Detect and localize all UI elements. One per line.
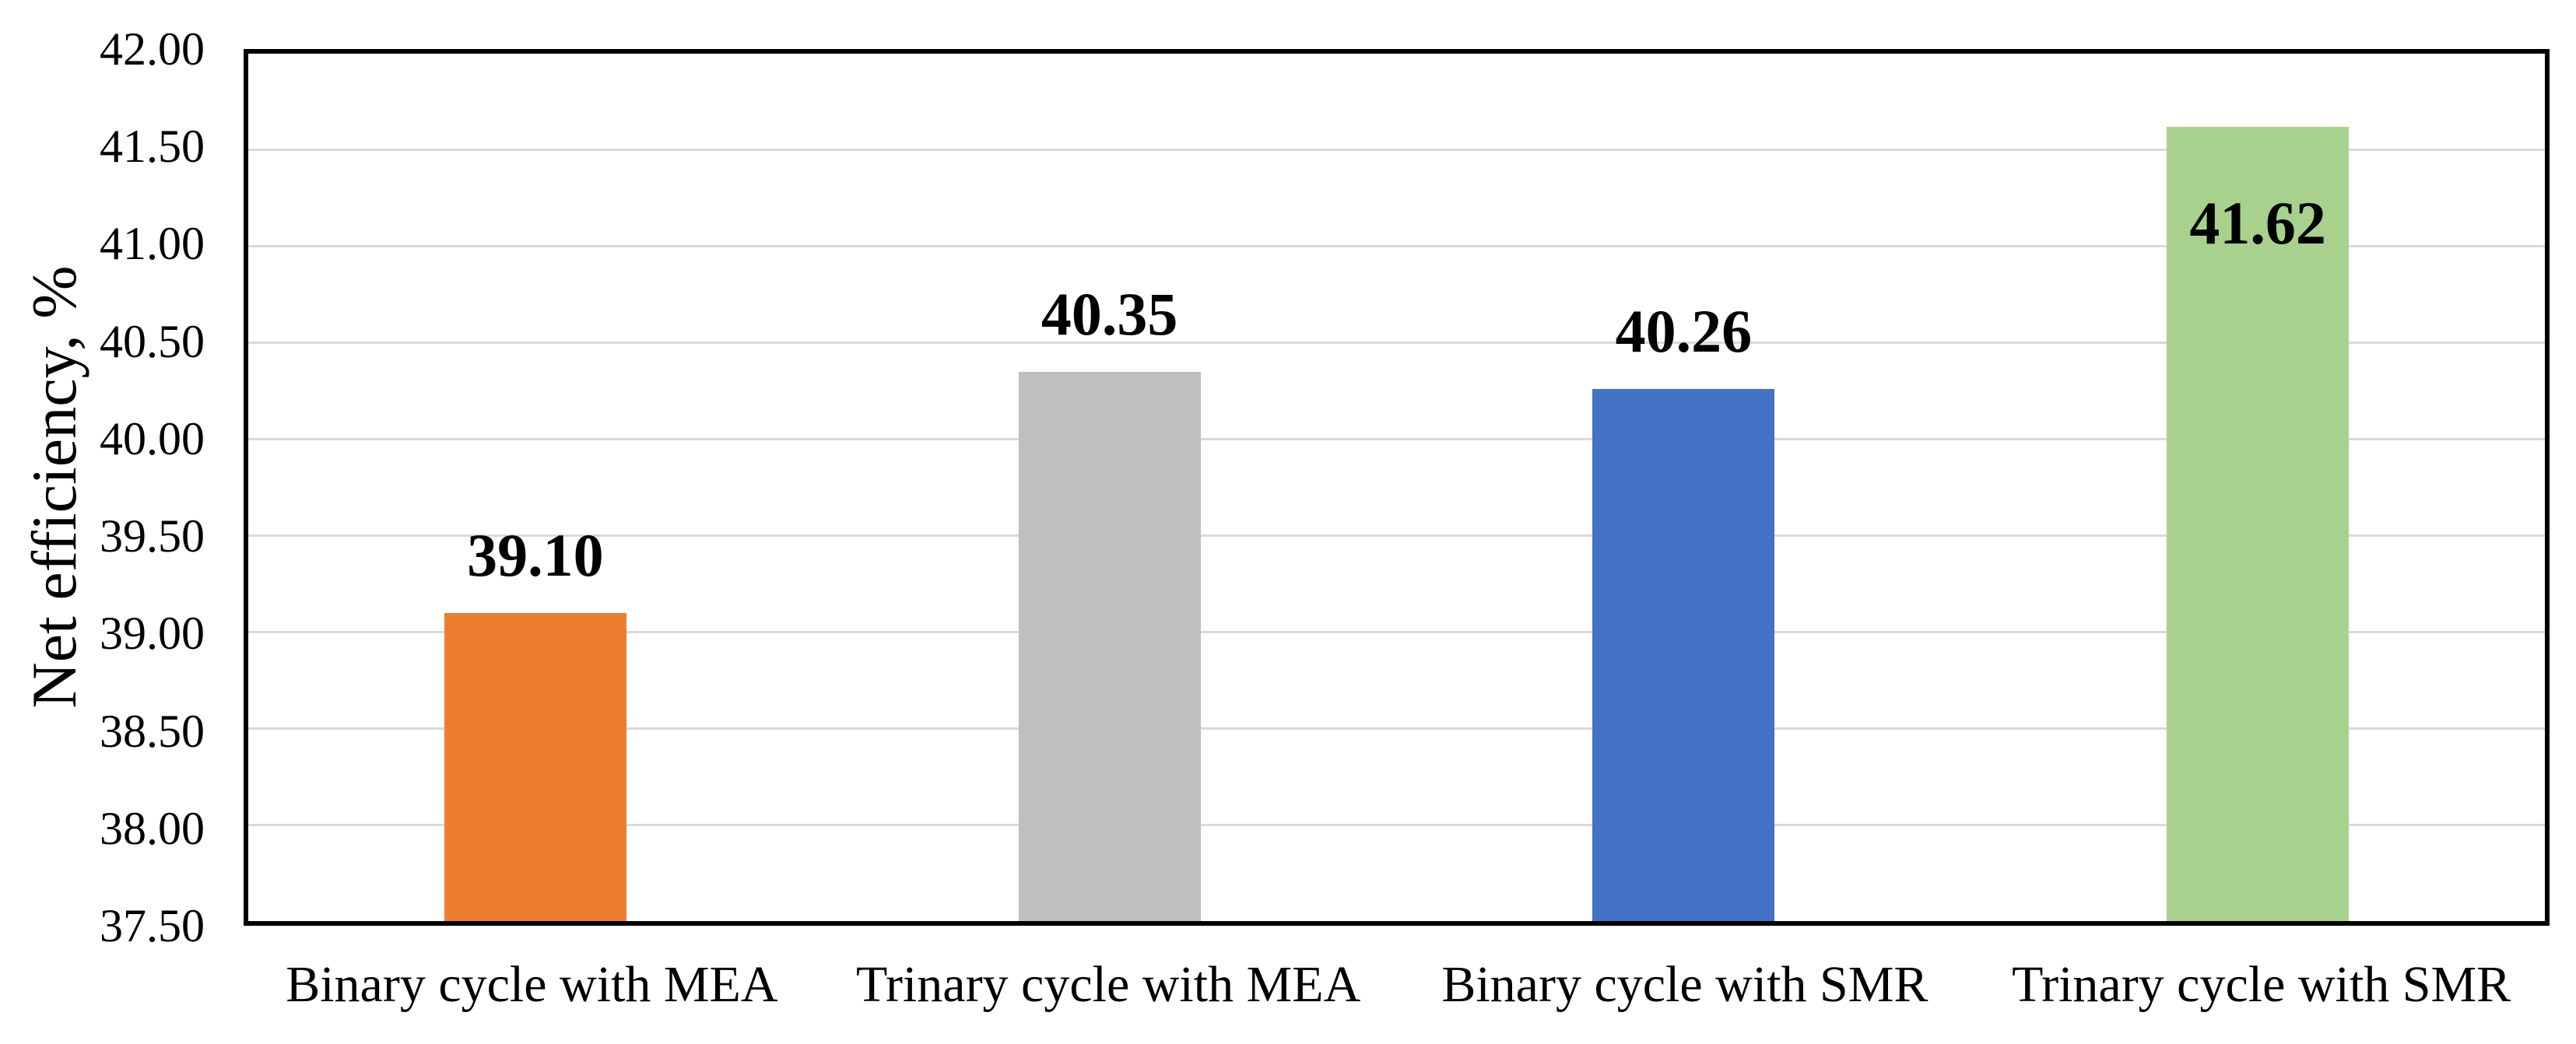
y-tick-label: 37.50 [100,900,205,951]
bar-slot: 40.26 [1397,54,1971,921]
gridline [248,534,2545,537]
bar-slot: 39.10 [248,54,823,921]
gridline [248,727,2545,730]
y-tick-label: 38.50 [100,705,205,757]
gridline [248,438,2545,441]
bar-value-label: 41.62 [2189,189,2326,257]
y-tick-label: 42.00 [100,23,205,75]
bar-2 [1018,371,1201,921]
gridline [248,823,2545,826]
x-category-label: Binary cycle with MEA [286,955,778,1013]
bar-slot: 41.62 [1971,54,2545,921]
x-category-label: Trinary cycle with SMR [2012,955,2511,1013]
y-tick-label: 41.50 [100,121,205,173]
y-tick-label: 38.00 [100,802,205,854]
y-tick-label: 39.00 [100,608,205,660]
bar-3 [1592,389,1775,921]
plot-area: 39.10 40.35 40.26 41.62 [244,49,2550,926]
bar-1 [444,612,626,921]
bar-slot: 40.35 [823,54,1397,921]
plot-inner: 39.10 40.35 40.26 41.62 [248,54,2545,921]
gridline [248,149,2545,152]
y-tick-label: 39.50 [100,510,205,562]
bar-value-label: 39.10 [467,520,604,589]
y-tick-label: 40.50 [100,315,205,367]
y-tick-label: 40.00 [100,412,205,464]
bar-value-label: 40.35 [1041,279,1178,348]
gridline [248,342,2545,345]
bar-value-label: 40.26 [1615,297,1753,366]
y-tick-label: 41.00 [100,218,205,270]
bar-4 [2167,127,2350,921]
x-category-label: Trinary cycle with MEA [855,955,1361,1013]
x-category-label: Binary cycle with SMR [1441,955,1928,1013]
y-axis-tick-labels: 37.50 38.00 38.50 39.00 39.50 40.00 40.50 41.00… [0,26,205,949]
x-axis-category-labels: Binary cycle with MEA Trinary cycle with … [244,926,2550,1044]
gridline [248,245,2545,248]
gridline [248,630,2545,633]
bars-row: 39.10 40.35 40.26 41.62 [248,54,2545,921]
